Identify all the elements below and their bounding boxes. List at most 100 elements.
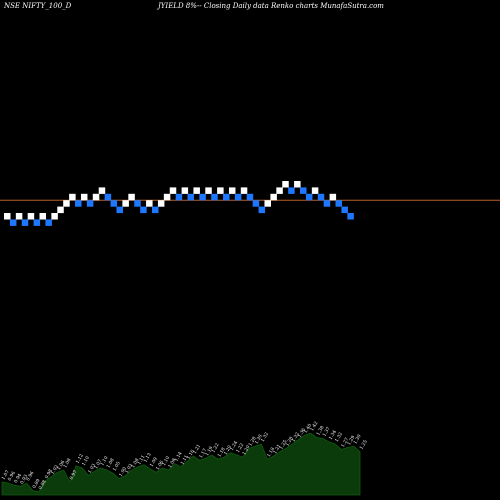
renko-brick-up [4, 213, 11, 220]
renko-brick-down [9, 219, 17, 226]
renko-brick-up [146, 200, 153, 207]
renko-brick-down [187, 193, 195, 201]
renko-brick-down [199, 193, 206, 201]
renko-brick-up [311, 187, 319, 194]
volume-area [1, 432, 361, 496]
renko-brick-down [152, 206, 159, 214]
renko-brick-down [335, 200, 343, 207]
volume-value-label: 0.96 [25, 470, 35, 482]
renko-brick-up [276, 187, 283, 194]
volume-value-label: 1.20 [241, 444, 251, 456]
volume-value-label: 1.29 [346, 435, 356, 447]
renko-brick-down [21, 219, 29, 226]
renko-brick-down [300, 187, 307, 194]
volume-value-label: 1.42 [309, 420, 319, 432]
renko-bricks [4, 181, 354, 226]
renko-brick-up [157, 200, 165, 207]
volume-value-label: 1.16 [186, 449, 196, 461]
volume-value-label: 0.96 [7, 470, 17, 482]
renko-brick-up [15, 213, 23, 220]
renko-brick-up [57, 206, 64, 214]
volume-value-label: 1.08 [130, 457, 140, 469]
renko-brick-down [33, 219, 41, 226]
volume-value-label: 1.06 [155, 459, 165, 471]
volume-value-label: 1.03 [124, 463, 134, 475]
renko-brick-down [323, 200, 331, 207]
volume-value-label: 1.37 [322, 426, 332, 438]
volume-value-label: 1.10 [161, 455, 171, 467]
renko-brick-down [175, 193, 183, 201]
volume-value-label: 1.05 [112, 461, 122, 473]
renko-brick-down [305, 193, 313, 201]
renko-brick-down [86, 200, 94, 207]
renko-brick-down [341, 206, 348, 214]
volume-value-label: 1.22 [235, 442, 245, 454]
volume-value-label: 1.32 [334, 431, 344, 443]
volume-value-label: 1.28 [284, 436, 294, 448]
renko-brick-down [134, 200, 141, 207]
renko-brick-down [45, 219, 52, 226]
volume-value-label: 1.25 [278, 439, 288, 451]
renko-brick-down [347, 213, 354, 220]
renko-brick-up [228, 187, 236, 194]
volume-value-label: 1.03 [87, 463, 97, 475]
renko-brick-up [39, 213, 47, 220]
renko-brick-down [140, 206, 147, 214]
volume-value-label: 1.34 [328, 429, 338, 441]
renko-brick-up [163, 193, 171, 201]
renko-brick-up [329, 193, 337, 201]
renko-brick-up [69, 193, 76, 201]
renko-brick-down [75, 200, 82, 207]
renko-brick-up [264, 200, 271, 207]
volume-value-label: 1.08 [62, 457, 72, 469]
renko-brick-down [104, 193, 112, 201]
volume-value-label: 1.17 [198, 448, 208, 460]
renko-brick-up [92, 193, 100, 201]
volume-value-label: 1.06 [56, 459, 66, 471]
volume-value-label: 1.12 [75, 453, 85, 465]
volume-value-label: 1.32 [291, 431, 301, 443]
chart-description: JYIELD 8%-- Closing Daily data Renko cha… [156, 2, 384, 10]
volume-value-label: 0.89 [31, 478, 41, 490]
renko-brick-down [211, 193, 218, 201]
volume-value-label: 1.27 [340, 437, 350, 449]
volume-value-label: 1.11 [180, 454, 190, 466]
volume-value-label: 0.93 [19, 474, 29, 486]
renko-brick-up [270, 193, 277, 201]
renko-brick-up [181, 187, 189, 194]
volume-value-label: 1.30 [254, 433, 264, 445]
volume-value-label: 1.28 [247, 436, 257, 448]
renko-brick-up [122, 200, 129, 207]
renko-brick-up [51, 213, 58, 220]
volume-value-label: 1.08 [167, 457, 177, 469]
volume-value-label: 1.20 [223, 444, 233, 456]
volume-value-label: 1.24 [229, 440, 239, 452]
volume-value-label: 1.22 [210, 442, 220, 454]
renko-brick-up [169, 187, 177, 194]
volume-value-label: 1.11 [136, 454, 146, 466]
renko-brick-up [63, 200, 70, 207]
renko-brick-down [116, 206, 123, 214]
renko-brick-down [110, 200, 118, 207]
volume-value-label: 1.10 [81, 455, 91, 467]
renko-brick-down [258, 206, 266, 214]
volume-value-label: 1.09 [149, 456, 159, 468]
volume-value-label: 1.36 [297, 427, 307, 439]
volume-value-label: 1.32 [260, 431, 270, 443]
volume-value-label: 1.13 [143, 452, 153, 464]
volume-value-label: 1.00 [118, 466, 128, 478]
volume-value-label: 0.97 [68, 469, 78, 481]
renko-brick-down [288, 187, 295, 194]
renko-brick-down [246, 193, 254, 201]
volume-value-label: 1.38 [315, 425, 325, 437]
volume-value-label: 1.18 [217, 446, 227, 458]
renko-brick-up [294, 181, 301, 188]
volume-labels: 1.070.960.940.930.960.890.880.981.021.06… [1, 420, 369, 490]
volume-value-label: 1.08 [105, 457, 115, 469]
volume-value-label: 1.19 [204, 445, 214, 457]
volume-value-label: 0.88 [38, 479, 48, 491]
volume-value-label: 1.07 [93, 458, 103, 470]
volume-value-label: 0.98 [44, 468, 54, 480]
